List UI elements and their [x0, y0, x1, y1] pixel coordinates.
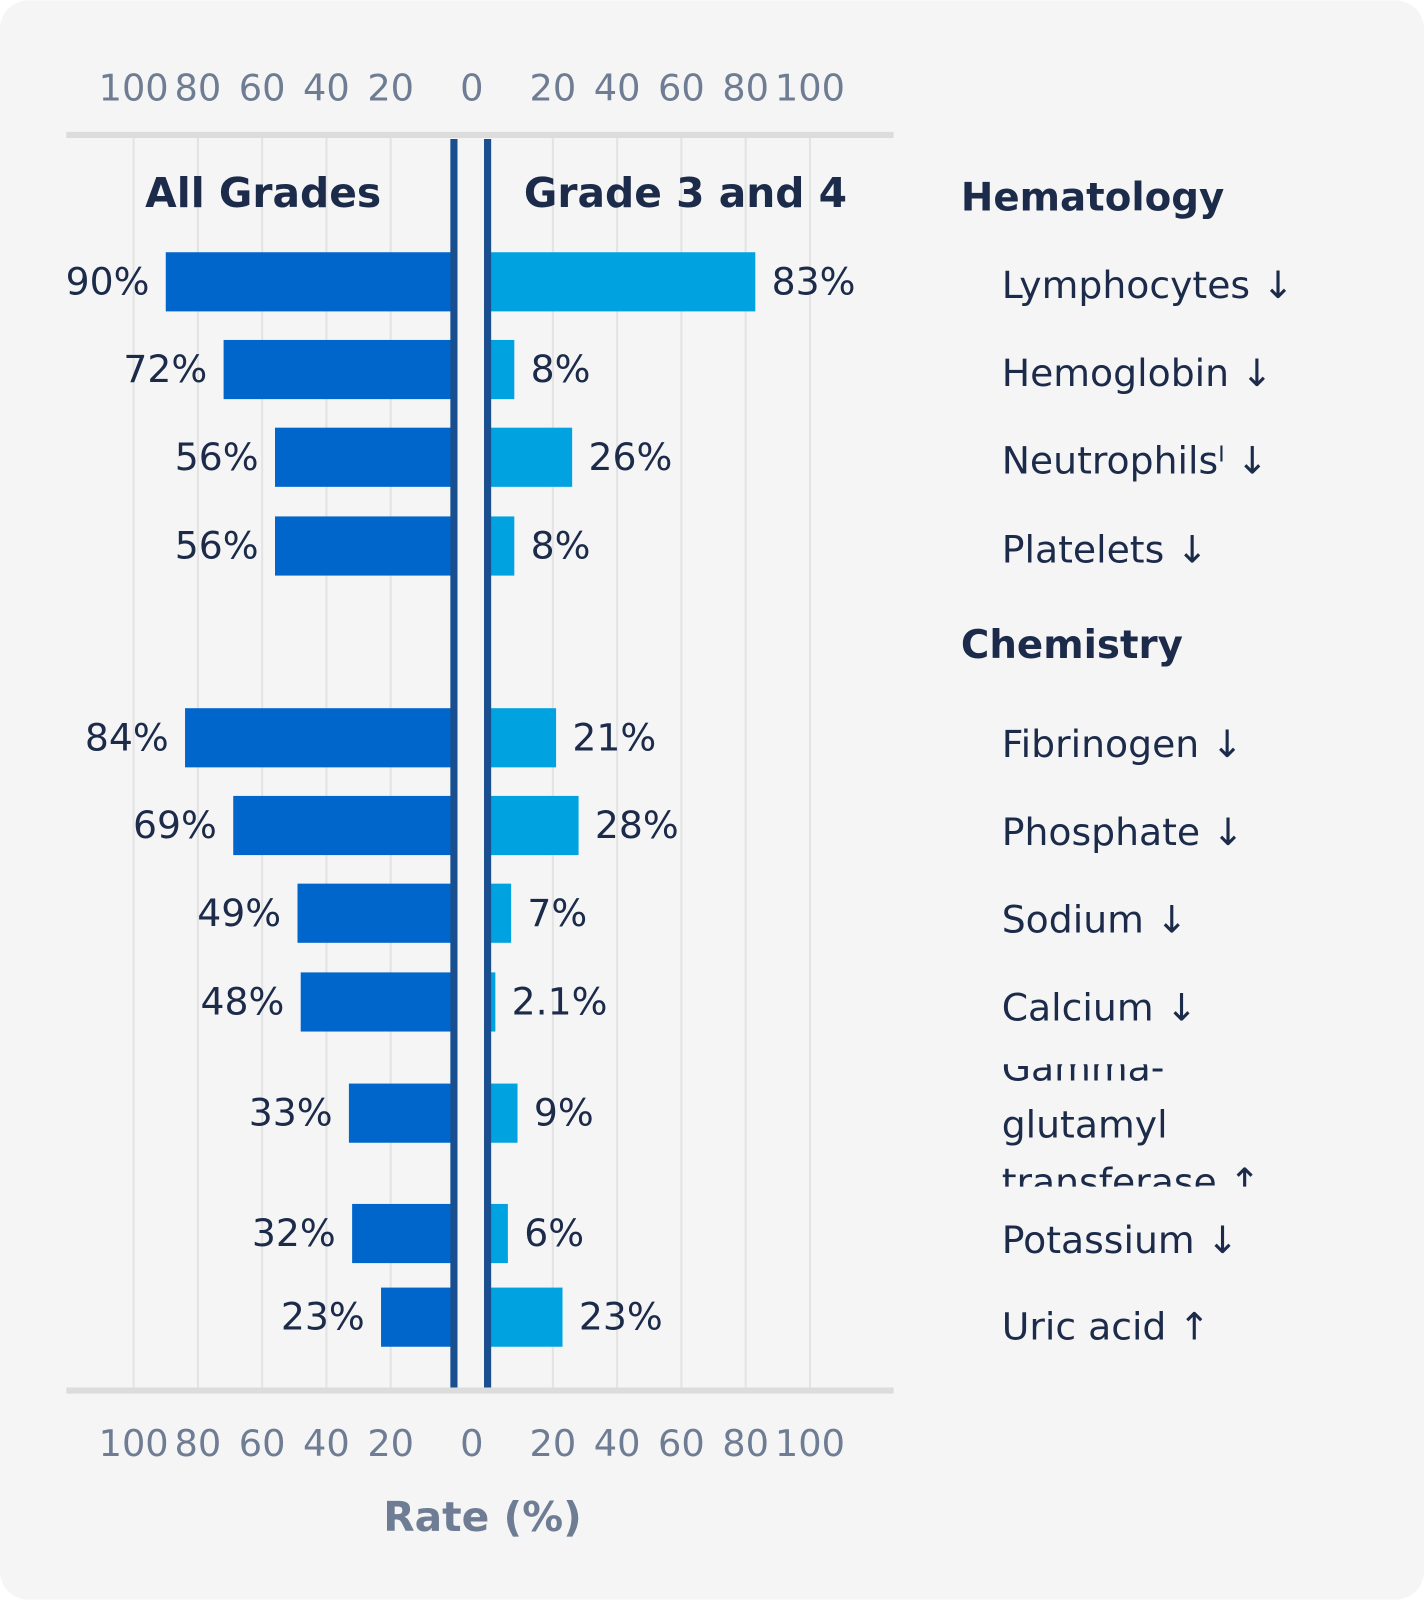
x-tick-label: 60 [239, 67, 286, 110]
value-label: 6% [524, 1211, 584, 1255]
category-label: Lymphocytes ↓ [1001, 263, 1294, 308]
value-label: 8% [531, 524, 591, 568]
category-label: Uric acid ↑ [1001, 1304, 1211, 1349]
group-label: Hematology [960, 174, 1225, 220]
x-tick-label: 20 [367, 1422, 414, 1465]
bar [300, 972, 455, 1032]
category-slot: Potassium ↓ [1001, 1218, 1239, 1263]
value-label: 23% [579, 1295, 663, 1339]
value-label: 84% [85, 715, 169, 759]
value-label: 9% [534, 1091, 594, 1135]
value-label: 49% [197, 891, 281, 935]
category-slot: Neutrophilsˡ ↓ [1001, 438, 1269, 483]
x-tick-label: 40 [303, 67, 350, 110]
category-label: Platelets ↓ [1001, 527, 1208, 572]
x-tick-label: 40 [594, 1422, 641, 1465]
value-label: 21% [572, 715, 656, 759]
x-tick-label: 80 [722, 67, 769, 110]
x-tick-label: 40 [594, 67, 641, 110]
category-slot: Sodium ↓ [1001, 897, 1188, 942]
bar [488, 795, 579, 856]
x-tick-label: 100 [775, 67, 845, 110]
value-label: 2.1% [512, 980, 608, 1024]
x-tick-label: 100 [99, 67, 169, 110]
category-label: Gamma-glutamyl transferase ↑ [1001, 1064, 1261, 1187]
x-tick-label: 80 [722, 1422, 769, 1465]
bar [275, 427, 455, 487]
bar [185, 708, 455, 768]
x-tick-label: 0 [460, 67, 483, 110]
category-label: Phosphate ↓ [1001, 810, 1244, 855]
value-label: 28% [595, 803, 679, 847]
category-slot: Gamma-glutamyl transferase ↑ [1001, 1064, 1261, 1187]
category-slot: Platelets ↓ [1001, 527, 1208, 572]
bar [488, 252, 756, 312]
category-label: Sodium ↓ [1001, 897, 1188, 942]
value-label: 83% [772, 259, 856, 303]
bar [488, 972, 496, 1032]
category-label: Calcium ↓ [1001, 985, 1198, 1030]
value-label: 72% [123, 347, 207, 391]
x-tick-label: 80 [175, 1422, 222, 1465]
x-tick-label: 60 [658, 1422, 705, 1465]
bar [352, 1203, 455, 1264]
x-tick-label: 100 [99, 1422, 169, 1465]
bar [488, 708, 557, 768]
category-label: Hemoglobin ↓ [1001, 351, 1273, 396]
category-label: Fibrinogen ↓ [1001, 722, 1243, 767]
x-tick-label: 40 [303, 1422, 350, 1465]
value-label: 7% [527, 891, 587, 935]
bar [165, 252, 455, 312]
category-slot: Hematology [960, 174, 1225, 220]
category-label: Neutrophilsˡ ↓ [1001, 438, 1269, 483]
value-label: 90% [66, 259, 150, 303]
x-tick-label: 60 [658, 67, 705, 110]
bar [488, 339, 515, 400]
bar [488, 427, 573, 487]
category-slot: Uric acid ↑ [1001, 1304, 1211, 1349]
x-tick-label: 80 [175, 67, 222, 110]
x-tick-label: 0 [460, 1422, 483, 1465]
bar [348, 1083, 455, 1143]
value-label: 8% [531, 347, 591, 391]
value-label: 23% [281, 1295, 365, 1339]
value-label: 33% [249, 1091, 333, 1135]
value-label: 32% [252, 1211, 336, 1255]
x-tick-label: 60 [239, 1422, 286, 1465]
value-label: 26% [588, 435, 672, 479]
bar [381, 1287, 455, 1347]
value-label: 56% [175, 435, 259, 479]
bar [488, 1083, 518, 1143]
category-slot: Hemoglobin ↓ [1001, 351, 1273, 396]
bar [488, 516, 515, 576]
bar [488, 1287, 563, 1347]
bar [275, 516, 455, 576]
bar [488, 883, 512, 943]
value-label: 56% [175, 524, 259, 568]
category-slot: Chemistry [960, 622, 1183, 668]
category-slot: Phosphate ↓ [1001, 810, 1244, 855]
value-label: 48% [201, 980, 285, 1024]
bar [488, 1203, 508, 1264]
x-tick-label: 20 [367, 67, 414, 110]
value-label: 69% [133, 803, 217, 847]
bar [297, 883, 455, 943]
category-slot: Fibrinogen ↓ [1001, 722, 1243, 767]
category-slot: Calcium ↓ [1001, 985, 1198, 1030]
x-tick-label: 100 [775, 1422, 845, 1465]
axis-title: Rate (%) [383, 1493, 582, 1541]
bar [223, 339, 455, 400]
x-tick-label: 20 [530, 67, 577, 110]
group-label: Chemistry [960, 622, 1183, 668]
series-header: Grade 3 and 4 [524, 169, 847, 217]
category-label: Potassium ↓ [1001, 1218, 1239, 1263]
series-header: All Grades [145, 169, 381, 217]
bar [233, 795, 455, 856]
x-tick-label: 20 [530, 1422, 577, 1465]
category-slot: Lymphocytes ↓ [1001, 263, 1294, 308]
